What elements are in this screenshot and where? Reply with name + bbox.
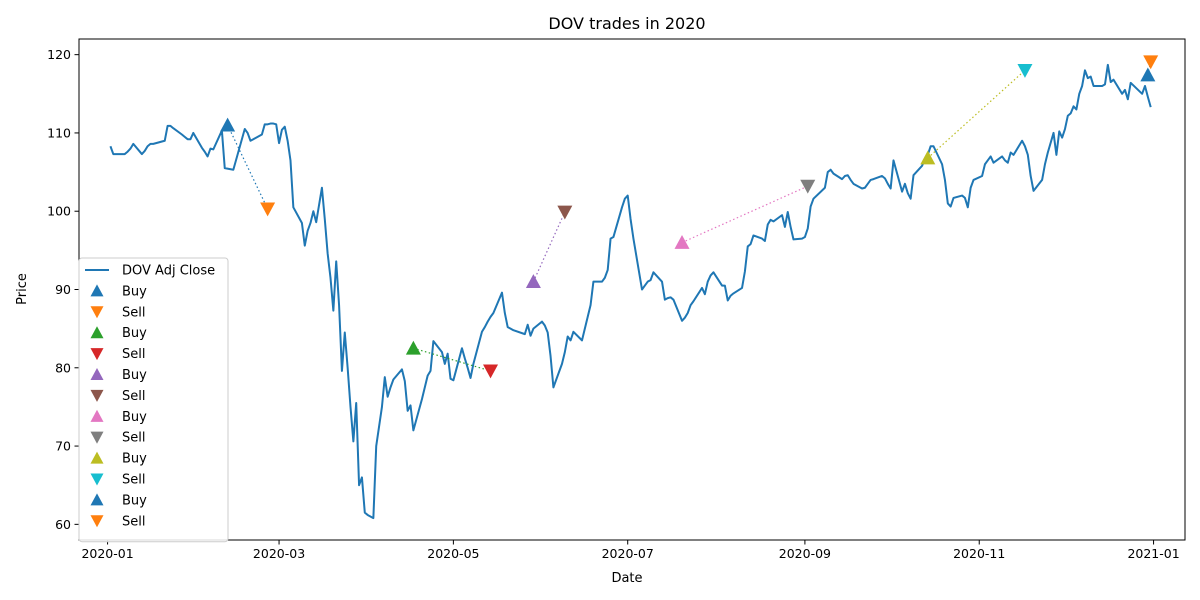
x-tick-label: 2021-01 <box>1127 546 1179 561</box>
legend-marker-sell <box>90 348 104 361</box>
legend-marker-buy <box>90 326 104 339</box>
y-axis-label: Price <box>15 273 30 305</box>
trade-marker-buy <box>405 340 421 355</box>
legend: DOV Adj Close Buy Sell Buy Sell Buy Sell Buy Sel… <box>78 257 229 543</box>
series-line-dov-adj-close <box>109 63 1152 520</box>
x-tick-label: 2020-07 <box>602 546 654 561</box>
trade-marker-sell <box>260 202 276 217</box>
trade-connector-line <box>681 185 809 244</box>
x-tick-label: 2020-03 <box>253 546 305 561</box>
trade-marker-sell <box>1017 63 1033 78</box>
legend-marker-buy <box>90 409 104 422</box>
trade-marker-sell <box>1143 55 1159 70</box>
x-tick-label: 2020-11 <box>953 546 1005 561</box>
legend-entry-label: Buy <box>122 284 147 299</box>
x-tick-label: 2020-01 <box>81 546 133 561</box>
legend-marker-sell <box>90 306 104 319</box>
legend-entry-label: Sell <box>122 514 145 529</box>
trade-marker-sell <box>557 205 573 220</box>
legend-marker-sell <box>90 431 104 444</box>
x-tick-label: 2020-05 <box>427 546 479 561</box>
trade-marker-buy <box>525 274 541 289</box>
legend-marker-sell <box>90 473 104 486</box>
legend-entry-label: Sell <box>122 347 145 362</box>
y-tick-label: 80 <box>55 360 71 375</box>
legend-entry-label: Sell <box>122 389 145 404</box>
legend-marker-buy <box>90 284 104 297</box>
legend-marker-buy <box>90 493 104 506</box>
chart-title: DOV trades in 2020 <box>548 14 705 33</box>
trade-marker-buy <box>220 117 236 132</box>
legend-entry-label: Buy <box>122 493 147 508</box>
trade-marker-buy <box>674 235 690 249</box>
trade-connector-line <box>532 211 566 282</box>
axes: 2020-01 2020-03 2020-05 2020-07 2020-09 2020-… <box>47 38 1186 561</box>
axes-frame <box>78 38 1186 541</box>
legend-entry-label: Sell <box>122 305 145 320</box>
x-tick-label: 2020-09 <box>779 546 831 561</box>
legend-entry-label: Sell <box>122 431 145 446</box>
legend-entry-label: Buy <box>122 410 147 425</box>
trade-marker-sell <box>800 179 816 194</box>
y-tick-label: 110 <box>47 125 71 140</box>
y-tick-label: 120 <box>47 47 71 62</box>
legend-entry-label: Buy <box>122 452 147 467</box>
y-tick-label: 90 <box>55 282 71 297</box>
legend-entry-label: Buy <box>122 326 147 341</box>
trade-marker-buy <box>1140 67 1156 82</box>
legend-box <box>78 257 229 543</box>
trade-marker-buy <box>920 150 936 165</box>
y-tick-label: 70 <box>55 439 71 454</box>
legend-marker-buy <box>90 451 104 464</box>
trade-marker-sell <box>483 364 499 379</box>
legend-marker-buy <box>90 368 104 381</box>
legend-entry-label: DOV Adj Close <box>122 264 215 279</box>
legend-marker-sell <box>90 389 104 402</box>
trade-connector-line <box>927 69 1026 159</box>
plot-area <box>109 55 1159 520</box>
y-tick-label: 60 <box>55 517 71 532</box>
x-axis-label: Date <box>611 571 642 586</box>
legend-entry-label: Sell <box>122 473 145 488</box>
trade-connector-line <box>227 124 269 210</box>
legend-marker-sell <box>90 515 104 528</box>
legend-entry-label: Buy <box>122 368 147 383</box>
y-tick-label: 100 <box>47 204 71 219</box>
trade-connector-line <box>413 347 491 372</box>
